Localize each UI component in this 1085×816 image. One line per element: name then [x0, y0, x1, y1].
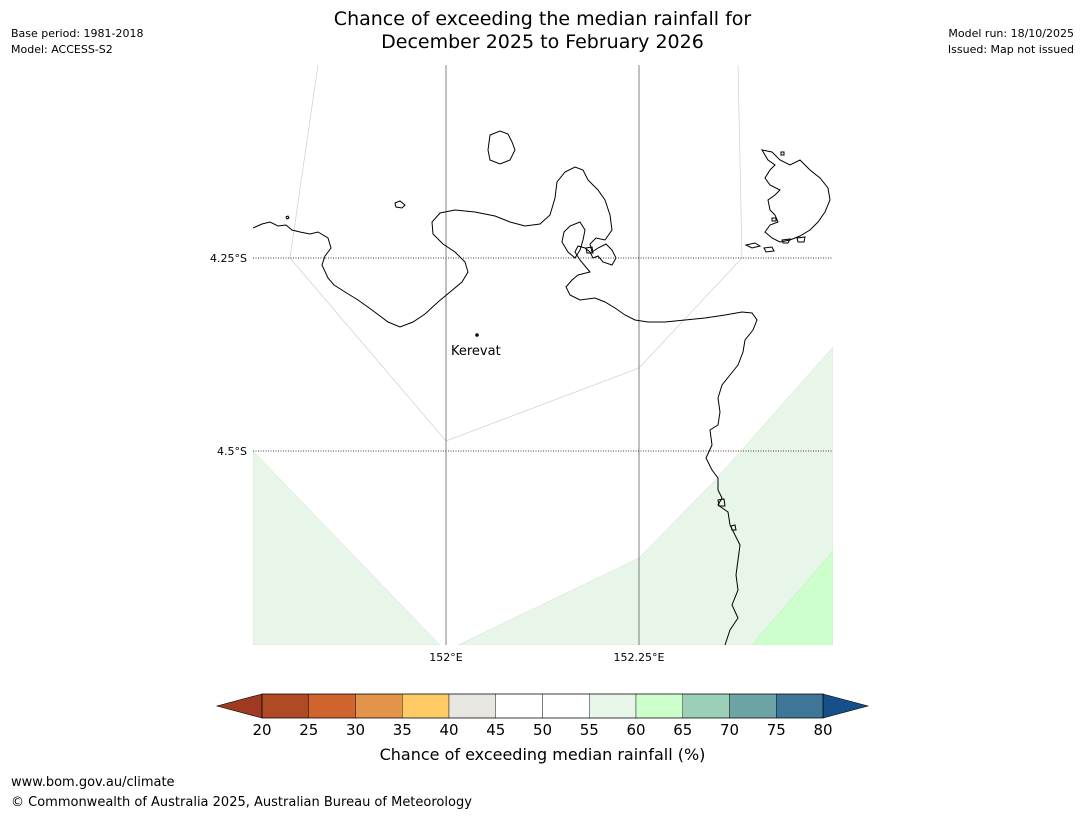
colorbar-label: Chance of exceeding median rainfall (%) [379, 745, 706, 764]
coast-inlet [561, 221, 586, 259]
base-period: Base period: 1981-2018 [11, 27, 144, 40]
colorbar-cell-25-30 [308, 693, 356, 719]
place-label: Kerevat [451, 344, 501, 359]
map-title: Chance of exceeding the median rainfall … [0, 8, 1085, 54]
lat-label-4-25: 4.25°S [210, 252, 247, 265]
colorbar-tick-20: 20 [252, 721, 271, 739]
colorbar-tick-65: 65 [673, 721, 692, 739]
islet-1 [394, 200, 406, 209]
colorbar-cell-75-80 [776, 693, 824, 719]
islet-11 [771, 217, 777, 222]
colorbar-tick-50: 50 [533, 721, 552, 739]
colorbar-cell-40-45 [448, 693, 496, 719]
shade-region-right [457, 346, 833, 645]
colorbar-cell-30-35 [355, 693, 403, 719]
islet-2 [285, 215, 290, 220]
footer-url: www.bom.gov.au/climate [11, 775, 175, 790]
islet-7 [585, 246, 594, 254]
coast-main [253, 166, 758, 645]
colorbar-tick-70: 70 [720, 721, 739, 739]
colorbar-tick-55: 55 [580, 721, 599, 739]
island-northeast [760, 149, 831, 243]
colorbar-under-arrow [215, 693, 263, 719]
shade-region-bright [751, 550, 833, 645]
model-name: Model: ACCESS-S2 [11, 43, 113, 56]
colorbar-tick-35: 35 [393, 721, 412, 739]
islet-10 [780, 151, 785, 156]
colorbar-tick-75: 75 [767, 721, 786, 739]
colorbar-cell-70-75 [729, 693, 777, 719]
lat-label-4-5: 4.5°S [217, 445, 247, 458]
islet-9 [730, 524, 737, 531]
colorbar-tick-30: 30 [346, 721, 365, 739]
shade-region-left [253, 450, 441, 645]
meta-left: Base period: 1981-2018 Model: ACCESS-S2 [11, 26, 143, 58]
coastline [253, 130, 831, 645]
colorbar-tick-25: 25 [299, 721, 318, 739]
islet-3 [744, 242, 762, 249]
colorbar-cell-20-25 [261, 693, 309, 719]
colorbar-tick-45: 45 [486, 721, 505, 739]
map-area [253, 65, 833, 645]
footer-copyright: © Commonwealth of Australia 2025, Austra… [11, 795, 472, 810]
issued-status: Issued: Map not issued [947, 43, 1074, 56]
islet-6 [796, 236, 806, 243]
island-north [487, 130, 516, 165]
colorbar-cell-35-40 [402, 693, 450, 719]
title-line-1: Chance of exceeding the median rainfall … [333, 8, 752, 30]
colorbar-tick-40: 40 [439, 721, 458, 739]
colorbar-tick-60: 60 [626, 721, 645, 739]
islet-4 [763, 246, 775, 253]
islet-5 [781, 238, 791, 244]
lon-label-152: 152°E [429, 651, 462, 664]
model-run: Model run: 18/10/2025 [948, 27, 1074, 40]
contour-line-1 [289, 65, 743, 442]
colorbar-cell-45-50 [495, 693, 543, 719]
colorbar-frame [261, 693, 824, 719]
islet-8 [717, 498, 726, 507]
title-line-2: December 2025 to February 2026 [381, 31, 704, 53]
lon-label-152-25: 152.25°E [614, 651, 665, 664]
colorbar: 20 25 30 35 40 45 50 55 60 65 70 75 80 [215, 693, 870, 739]
kerevat-marker [475, 333, 479, 337]
colorbar-cell-50-55 [542, 693, 590, 719]
colorbar-over-arrow [822, 693, 870, 719]
colorbar-cell-65-70 [682, 693, 730, 719]
meta-right: Model run: 18/10/2025 Issued: Map not is… [948, 26, 1074, 58]
colorbar-cell-55-60 [589, 693, 637, 719]
colorbar-cell-60-65 [635, 693, 683, 719]
colorbar-tick-80: 80 [813, 721, 832, 739]
